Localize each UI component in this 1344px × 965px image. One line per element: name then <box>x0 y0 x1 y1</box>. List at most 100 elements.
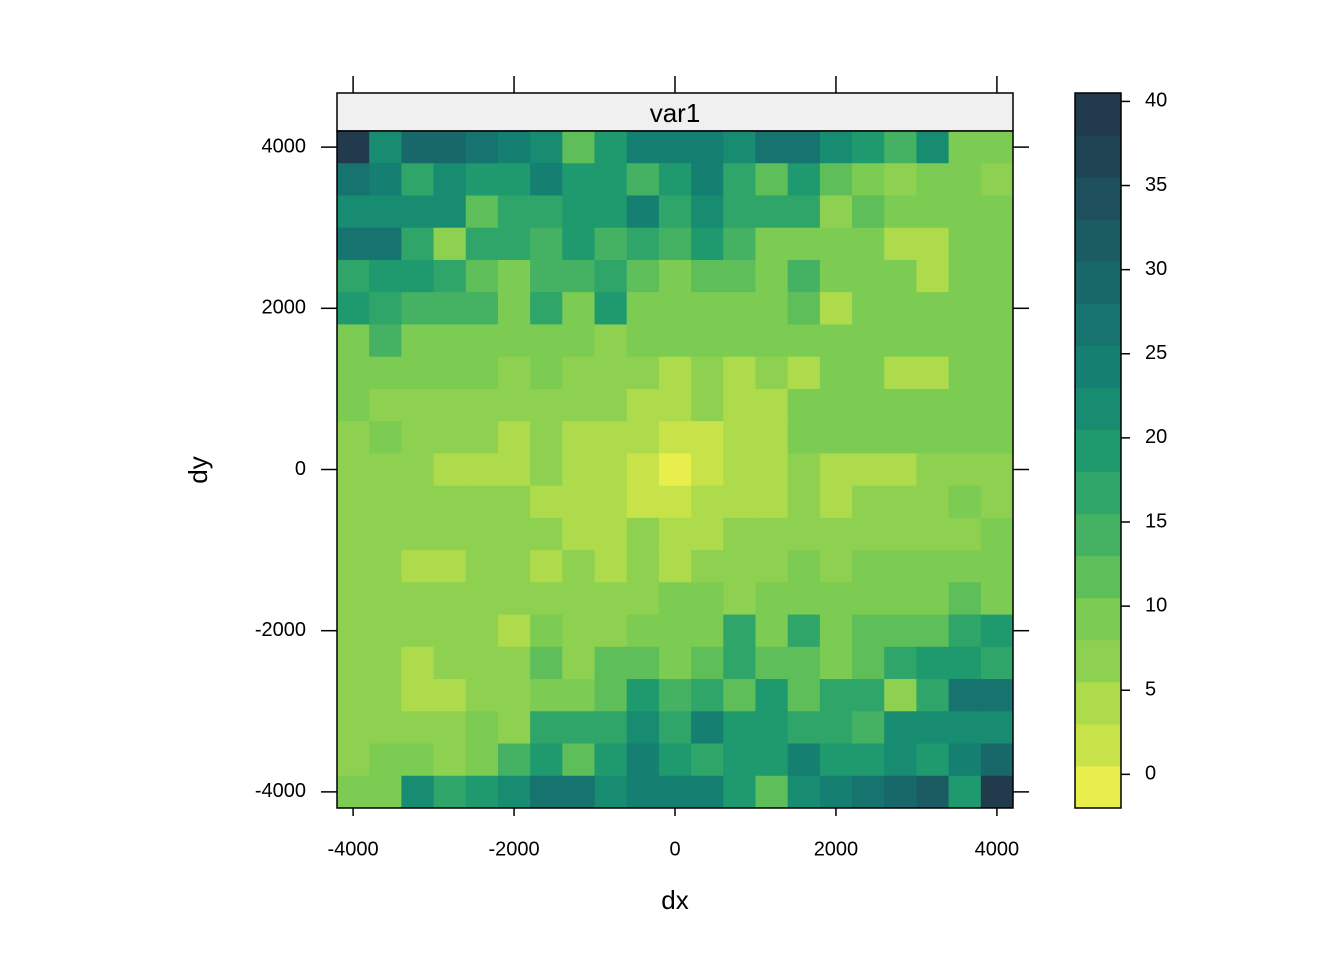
heat-cell <box>401 646 435 680</box>
colorbar-segment <box>1075 471 1121 515</box>
heat-cell <box>691 679 724 712</box>
heat-cell <box>948 743 982 777</box>
heat-cell <box>691 259 724 293</box>
heat-cell <box>594 324 628 358</box>
heat-cell <box>658 743 692 777</box>
heat-cell <box>530 743 563 777</box>
heat-cell <box>594 550 628 583</box>
colorbar-segment <box>1075 555 1121 599</box>
heat-cell <box>755 614 789 648</box>
heat-cell <box>626 485 660 519</box>
heat-cell <box>819 227 853 261</box>
heat-cell <box>852 582 885 616</box>
heat-cell <box>337 679 370 712</box>
heat-cell <box>723 227 756 261</box>
heat-cell <box>755 259 789 293</box>
heat-cell <box>948 485 982 519</box>
heat-cell <box>755 485 789 519</box>
heat-cell <box>948 614 982 648</box>
heat-cell <box>497 195 531 229</box>
colorbar-segment <box>1075 303 1121 346</box>
heat-cell <box>658 292 692 325</box>
heat-cell <box>852 131 885 164</box>
heat-cell <box>884 517 917 551</box>
heat-cell <box>337 163 370 196</box>
heat-cell <box>401 227 435 261</box>
heat-cell <box>755 711 789 745</box>
heat-cell <box>980 550 1014 583</box>
heat-cell <box>433 517 467 551</box>
heat-cell <box>369 775 402 809</box>
heat-cell <box>337 227 370 261</box>
heat-cell <box>852 614 885 648</box>
heat-cell <box>658 163 692 196</box>
heat-cell <box>980 743 1014 777</box>
heat-cell <box>787 550 821 583</box>
colorbar-segment <box>1075 93 1121 136</box>
heat-cell <box>369 195 402 229</box>
heat-cell <box>337 195 370 229</box>
heat-cell <box>819 131 853 164</box>
x-axis-label: dx <box>661 885 688 915</box>
heat-cell <box>530 227 563 261</box>
heat-cell <box>916 743 950 777</box>
heat-cell <box>626 163 660 196</box>
colorbar-tick-label: 35 <box>1145 174 1167 196</box>
heat-cell <box>691 388 724 422</box>
heat-cell <box>465 485 499 519</box>
heat-cell <box>433 388 467 422</box>
y-tick-label: -2000 <box>255 619 306 641</box>
heat-cell <box>530 163 563 196</box>
heat-cell <box>723 421 756 454</box>
y-tick-label: 0 <box>295 458 306 480</box>
heat-cell <box>337 743 370 777</box>
heat-cell <box>852 550 885 583</box>
heat-cell <box>916 550 950 583</box>
heat-cell <box>594 517 628 551</box>
heat-cell <box>562 679 596 712</box>
heat-cell <box>562 550 596 583</box>
heat-cell <box>852 388 885 422</box>
heat-cell <box>916 679 950 712</box>
heat-cell <box>852 324 885 358</box>
heat-cell <box>530 421 563 454</box>
heat-cell <box>980 453 1014 487</box>
heat-cell <box>465 131 499 164</box>
heat-cell <box>852 421 885 454</box>
heat-cell <box>465 163 499 196</box>
heat-cell <box>884 324 917 358</box>
heat-cell <box>948 227 982 261</box>
heat-cell <box>819 453 853 487</box>
heat-cell <box>337 614 370 648</box>
heat-cell <box>594 259 628 293</box>
heat-cell <box>465 711 499 745</box>
heat-cell <box>980 388 1014 422</box>
heat-cell <box>626 646 660 680</box>
heat-cell <box>530 195 563 229</box>
heat-cell <box>884 485 917 519</box>
heat-cell <box>594 388 628 422</box>
heat-cell <box>369 453 402 487</box>
heat-cell <box>948 453 982 487</box>
heat-cell <box>433 582 467 616</box>
heat-cell <box>819 195 853 229</box>
heat-cell <box>755 679 789 712</box>
heat-cell <box>884 195 917 229</box>
heat-cell <box>980 517 1014 551</box>
heat-cell <box>755 517 789 551</box>
heat-cell <box>948 195 982 229</box>
heat-cell <box>755 356 789 390</box>
x-tick-label: 2000 <box>814 838 859 860</box>
heat-cell <box>562 614 596 648</box>
heat-cell <box>884 775 917 809</box>
heat-cell <box>723 485 756 519</box>
heat-cell <box>465 324 499 358</box>
colorbar-frame <box>1074 92 1122 809</box>
heat-cell <box>691 163 724 196</box>
heat-cell <box>626 679 660 712</box>
heat-cell <box>723 356 756 390</box>
heat-cell <box>530 485 563 519</box>
heat-cell <box>530 646 563 680</box>
heat-cell <box>337 711 370 745</box>
heat-cell <box>916 421 950 454</box>
